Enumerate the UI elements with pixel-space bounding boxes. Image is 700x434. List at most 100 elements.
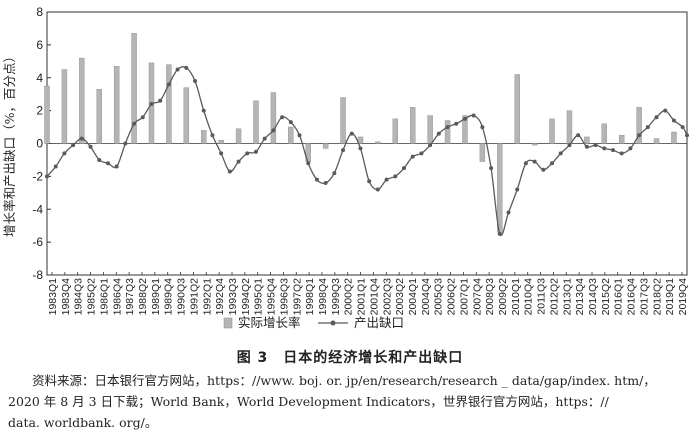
output-gap-point [628, 146, 633, 151]
output-gap-line [46, 66, 688, 237]
x-tick-label: 2014Q3 [587, 278, 599, 316]
x-tick-label: 2004Q1 [407, 278, 419, 316]
bar [270, 92, 277, 144]
x-tick-label: 2000Q2 [343, 278, 355, 316]
x-tick-label: 2004Q4 [420, 278, 432, 316]
output-gap-point [515, 187, 520, 192]
bar [479, 143, 486, 162]
source-line-2: 2020 年 8 月 3 日下载；World Bank，World Develo… [8, 394, 609, 409]
output-gap-point [45, 174, 49, 179]
x-tick-label: 2016Q1 [613, 278, 625, 316]
output-gap-point [663, 108, 668, 113]
output-gap-point [637, 133, 642, 138]
bar [44, 85, 50, 144]
output-gap-point [654, 115, 659, 120]
x-tick-label: 1986Q4 [111, 278, 123, 316]
legend-line-label: 产出缺口 [354, 315, 404, 330]
output-gap-point [532, 159, 537, 164]
x-tick-label: 2005Q3 [433, 278, 445, 316]
output-gap-point [480, 125, 485, 130]
output-gap-point [576, 133, 581, 138]
x-tick-label: 1983Q4 [60, 278, 72, 316]
output-gap-point [53, 164, 58, 169]
output-gap-point [166, 82, 171, 87]
source-line-1: 资料来源：日本银行官方网站，https：//www. boj. or. jp/e… [32, 373, 656, 388]
output-gap-point [193, 79, 198, 84]
output-gap-point [428, 143, 433, 148]
bar [166, 64, 172, 144]
output-gap-point [280, 115, 285, 120]
x-tick-label: 2007Q1 [458, 278, 470, 316]
x-tick-label: 1988Q2 [137, 278, 149, 316]
x-tick-label: 1999Q3 [330, 278, 342, 316]
output-gap-point [201, 108, 206, 113]
output-gap-point [489, 166, 494, 171]
bar [514, 74, 520, 144]
x-tick-label: 1990Q3 [176, 278, 188, 316]
output-gap-point [558, 151, 563, 156]
bar [601, 123, 607, 144]
bar [96, 89, 102, 144]
x-tick-label: 2013Q4 [574, 278, 586, 316]
output-gap-point [332, 171, 337, 176]
bar [288, 126, 294, 144]
output-gap-point [219, 151, 224, 156]
x-tick-label: 1994Q2 [240, 278, 252, 316]
y-tick-label: 2 [36, 104, 43, 118]
x-tick-label: 1992Q1 [201, 278, 213, 316]
output-gap-point [567, 143, 572, 148]
x-tick-label: 1983Q1 [47, 278, 59, 316]
output-gap-point [236, 159, 241, 164]
y-tick-label: -4 [32, 202, 43, 216]
output-gap-point [349, 131, 354, 136]
x-tick-label: 1993Q3 [227, 278, 239, 316]
output-gap-point [436, 131, 441, 136]
output-gap-point [393, 174, 398, 179]
bar [497, 143, 503, 233]
output-gap-point [227, 169, 232, 174]
bar [322, 143, 329, 149]
bar [113, 66, 120, 144]
y-tick-label: -8 [32, 268, 43, 282]
output-gap-point [253, 149, 258, 154]
output-gap-point [123, 141, 128, 146]
x-tick-label: 2008Q3 [484, 278, 496, 316]
bar [584, 136, 590, 144]
bar [462, 115, 468, 144]
x-tick-label: 1997Q2 [291, 278, 303, 316]
x-tick-label: 1987Q3 [124, 278, 136, 316]
source-line-3: data. worldbank. org/。 [8, 415, 158, 430]
output-gap-point [306, 161, 311, 166]
y-tick-label: -6 [32, 235, 43, 249]
output-gap-point [610, 148, 615, 153]
output-gap-point [132, 121, 137, 126]
x-tick-label: 2016Q4 [626, 278, 638, 316]
output-gap-point [506, 210, 511, 215]
bar [410, 107, 416, 144]
output-gap-point [445, 125, 450, 130]
y-tick-label: 8 [36, 5, 43, 19]
y-axis-label-text: 增长率和产出缺口（%，百分点） [2, 50, 17, 237]
output-gap-point [97, 157, 102, 162]
output-gap-point [79, 136, 84, 141]
output-gap-point [158, 98, 163, 103]
output-gap-point [88, 144, 93, 149]
y-tick-label: 4 [36, 71, 43, 85]
bar [392, 118, 398, 144]
output-gap-point [419, 151, 424, 156]
output-gap-point [184, 65, 189, 70]
x-tick-label: 2012Q2 [548, 278, 560, 316]
bar [201, 130, 207, 144]
x-tick-label: 2017Q3 [638, 278, 650, 316]
bar [549, 118, 555, 144]
x-tick-label: 1991Q2 [188, 278, 200, 316]
output-gap-point [297, 133, 302, 138]
bar [235, 128, 242, 144]
x-tick-label: 1995Q4 [266, 278, 278, 316]
output-gap-point [645, 125, 650, 130]
output-gap-point [314, 177, 319, 182]
output-gap-point [210, 133, 215, 138]
figure-caption: 图 3 日本的经济增长和产出缺口 [236, 350, 464, 366]
output-gap-point [584, 144, 589, 149]
